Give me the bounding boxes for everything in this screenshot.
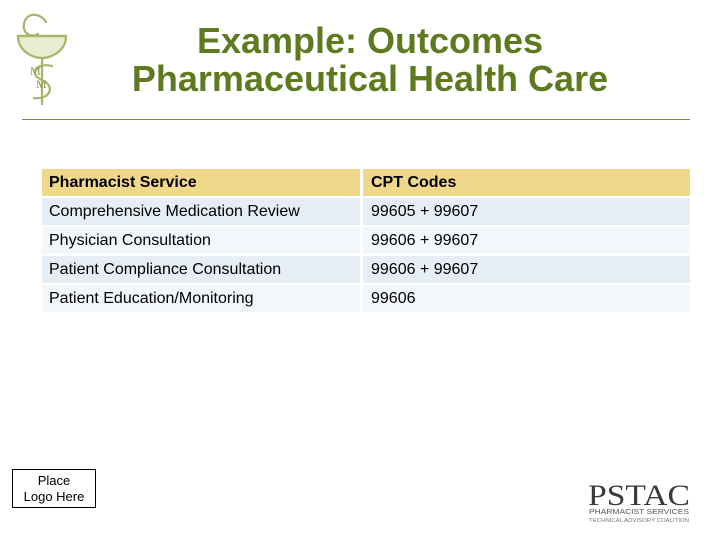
pstac-logo-name: PSTAC bbox=[588, 480, 690, 512]
svg-text:M: M bbox=[36, 77, 47, 91]
service-cell: Patient Compliance Consultation bbox=[42, 256, 360, 283]
table-row: Patient Compliance Consultation 99606 + … bbox=[42, 256, 690, 283]
title-line-2: Pharmaceutical Health Care bbox=[131, 58, 609, 99]
cpt-code-cell: 99606 + 99607 bbox=[363, 227, 690, 254]
pstac-logo-line-2: TECHNICAL ADVISORY COALITION bbox=[589, 518, 689, 524]
logo-placeholder-line-2: Logo Here bbox=[23, 489, 85, 504]
logo-placeholder: Place Logo Here bbox=[12, 469, 96, 508]
table-row: Patient Education/Monitoring 99606 bbox=[42, 285, 690, 312]
title-divider bbox=[22, 119, 690, 120]
cpt-code-cell: 99605 + 99607 bbox=[363, 198, 690, 225]
cpt-code-cell: 99606 bbox=[363, 285, 690, 312]
bowl-of-hygieia-icon: M M bbox=[16, 13, 68, 106]
table-row: Physician Consultation 99606 + 99607 bbox=[42, 227, 690, 254]
pstac-logo: PSTAC PHARMACIST SERVICES TECHNICAL ADVI… bbox=[588, 480, 690, 524]
page-title: Example: Outcomes Pharmaceutical Health … bbox=[90, 22, 650, 98]
pstac-logo-line-1: PHARMACIST SERVICES bbox=[589, 507, 689, 516]
table-row: Comprehensive Medication Review 99605 + … bbox=[42, 198, 690, 225]
service-cell: Physician Consultation bbox=[42, 227, 360, 254]
logo-placeholder-line-1: Place bbox=[37, 473, 71, 488]
svg-text:M: M bbox=[30, 64, 41, 78]
table-header-row: Pharmacist Service CPT Codes bbox=[42, 169, 690, 196]
service-cell: Patient Education/Monitoring bbox=[42, 285, 360, 312]
cpt-code-cell: 99606 + 99607 bbox=[363, 256, 690, 283]
cpt-codes-table: Pharmacist Service CPT Codes Comprehensi… bbox=[42, 167, 690, 314]
header-cpt-codes: CPT Codes bbox=[363, 169, 690, 196]
service-cell: Comprehensive Medication Review bbox=[42, 198, 360, 225]
title-line-1: Example: Outcomes bbox=[196, 20, 544, 61]
header-pharmacist-service: Pharmacist Service bbox=[42, 169, 360, 196]
